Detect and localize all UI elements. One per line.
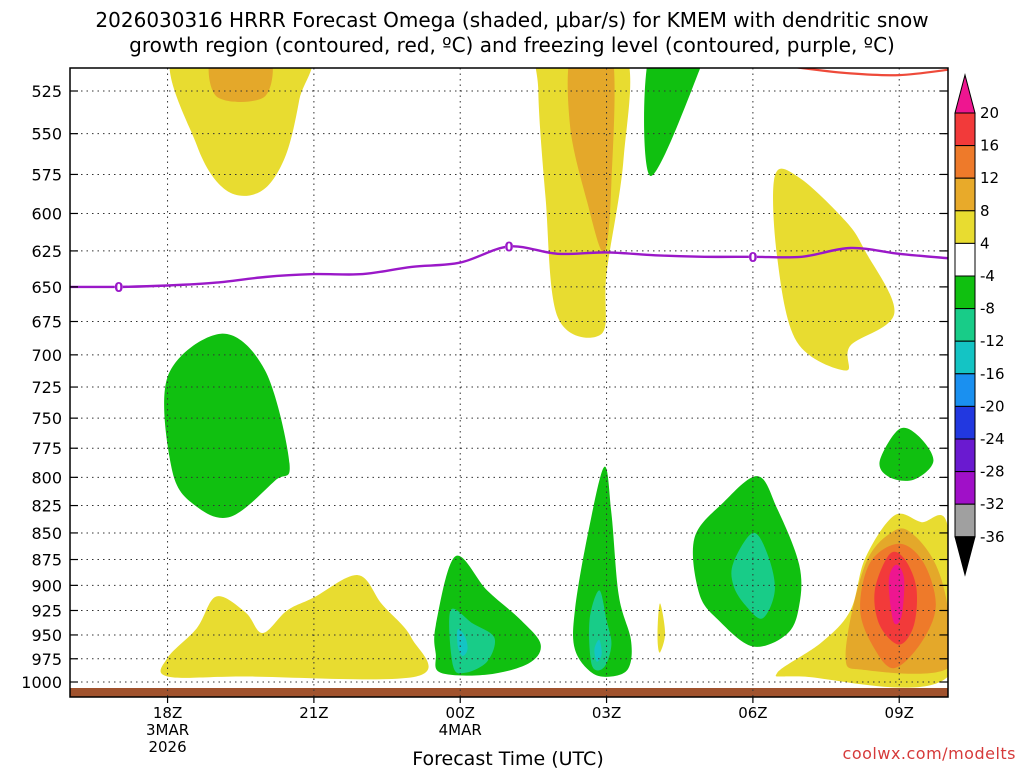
plot-axes: 525 550 575 600 625 650 675 700 725 750 775 800 825 8… xyxy=(21,67,949,756)
freezing-level-label-0: 0 xyxy=(114,281,123,296)
y-tick-label-700: 700 xyxy=(31,346,62,365)
omega-region-cyan-11 xyxy=(457,628,468,657)
colorbar-segment-4 xyxy=(954,210,976,244)
plot-frame xyxy=(69,67,949,698)
omega-region-yellow-5 xyxy=(773,168,895,371)
y-tick-label-650: 650 xyxy=(31,278,62,297)
omega-region-yellow-0 xyxy=(169,68,312,196)
colorbar-label--28: -28 xyxy=(980,463,1005,481)
omega-region-cyan-14 xyxy=(594,639,602,662)
x-tick-label-21Z: 21Z xyxy=(299,704,328,722)
y-tick-label-675: 675 xyxy=(31,313,62,332)
x-tick-sublabel-18Z: 3MAR xyxy=(146,721,189,739)
y-tick-label-900: 900 xyxy=(31,576,62,595)
y-tick-label-875: 875 xyxy=(31,551,62,570)
y-tick-label-550: 550 xyxy=(31,125,62,144)
y-tick-label-775: 775 xyxy=(31,439,62,458)
contour-lines: 0 0 0 xyxy=(70,68,948,296)
colorbar: 20 16 12 8 4 -4 -8 -12 -16 -20 -24 -28 -32 -36 xyxy=(954,73,1005,577)
freezing-label-bg-2 xyxy=(748,249,757,263)
omega-region-green-6 xyxy=(164,333,290,518)
omega-region-gold-1 xyxy=(208,68,273,102)
colorbar-segment-6 xyxy=(954,275,976,310)
colorbar-segment-12 xyxy=(954,471,976,505)
colorbar-segment-5 xyxy=(954,242,976,277)
y-tick-label-800: 800 xyxy=(31,468,62,487)
colorbar-segment-1 xyxy=(954,112,976,147)
x-tick-label-18Z: 18Z xyxy=(153,704,182,722)
colorbar-segment-2 xyxy=(954,145,976,179)
colorbar-label-16: 16 xyxy=(980,137,999,155)
colorbar-bottom-arrow xyxy=(954,536,976,577)
y-tick-label-725: 725 xyxy=(31,378,62,397)
freezing-label-bg-1 xyxy=(505,239,513,253)
colorbar-label-4: 4 xyxy=(980,234,990,252)
omega-region-green-12 xyxy=(573,466,632,677)
colorbar-label--16: -16 xyxy=(980,365,1005,383)
colorbar-segment-9 xyxy=(954,373,976,407)
source-credit[interactable]: coolwx.com/modelts xyxy=(842,744,1016,763)
freezing-level-label-1: 0 xyxy=(504,241,513,256)
freezing-label-bg-0 xyxy=(114,279,123,293)
chart-title-line-2: growth region (contoured, red, ºC) and f… xyxy=(129,33,895,57)
colorbar-label--20: -20 xyxy=(980,397,1005,415)
omega-region-magenta-22 xyxy=(888,564,905,625)
colorbar-label--12: -12 xyxy=(980,332,1005,350)
x-tick-year-18Z: 2026 xyxy=(148,738,186,756)
x-tick-label-06Z: 06Z xyxy=(738,704,767,722)
dendritic-growth-contour xyxy=(793,68,948,77)
colorbar-segment-11 xyxy=(954,438,976,473)
y-tick-label-1000: 1000 xyxy=(21,673,62,692)
y-tick-label-525: 525 xyxy=(31,82,62,101)
x-tick-label-09Z: 09Z xyxy=(885,704,914,722)
omega-region-green-4 xyxy=(644,68,701,177)
colorbar-segment-3 xyxy=(954,177,976,212)
y-tick-label-600: 600 xyxy=(31,204,62,223)
colorbar-segment-7 xyxy=(954,308,976,342)
y-tick-label-575: 575 xyxy=(31,165,62,184)
y-tick-label-975: 975 xyxy=(31,650,62,669)
omega-region-teal-17 xyxy=(731,532,775,619)
colorbar-segment-8 xyxy=(954,340,976,375)
y-tick-label-925: 925 xyxy=(31,601,62,620)
omega-shaded-regions xyxy=(70,68,948,697)
y-tick-label-950: 950 xyxy=(31,626,62,645)
colorbar-top-arrow xyxy=(954,73,976,114)
x-tick-sublabel-00Z: 4MAR xyxy=(439,721,482,739)
colorbar-label-12: 12 xyxy=(980,169,999,187)
x-tick-label-03Z: 03Z xyxy=(592,704,621,722)
colorbar-label--32: -32 xyxy=(980,495,1005,513)
y-tick-label-825: 825 xyxy=(31,497,62,516)
x-tick-label-00Z: 00Z xyxy=(446,704,475,722)
colorbar-label--4: -4 xyxy=(980,267,995,285)
colorbar-label--24: -24 xyxy=(980,430,1005,448)
colorbar-label-8: 8 xyxy=(980,202,990,220)
y-tick-label-750: 750 xyxy=(31,409,62,428)
omega-region-yellow-8 xyxy=(160,575,429,680)
colorbar-label--8: -8 xyxy=(980,300,995,318)
colorbar-segment-10 xyxy=(954,405,976,440)
colorbar-label-20: 20 xyxy=(980,104,999,122)
chart-title-line-1: 2026030316 HRRR Forecast Omega (shaded, … xyxy=(95,8,929,32)
omega-region-yellow-15 xyxy=(657,603,666,653)
omega-region-gold-3 xyxy=(567,68,615,253)
colorbar-label--36: -36 xyxy=(980,528,1005,546)
ground-surface xyxy=(70,688,948,697)
colorbar-segment-13 xyxy=(954,503,976,538)
grid-lines xyxy=(70,68,948,697)
omega-region-green-7 xyxy=(879,427,934,481)
y-tick-label-850: 850 xyxy=(31,524,62,543)
x-axis-label: Forecast Time (UTC) xyxy=(412,748,603,768)
y-tick-label-625: 625 xyxy=(31,242,62,261)
freezing-level-label-2: 0 xyxy=(748,251,757,266)
